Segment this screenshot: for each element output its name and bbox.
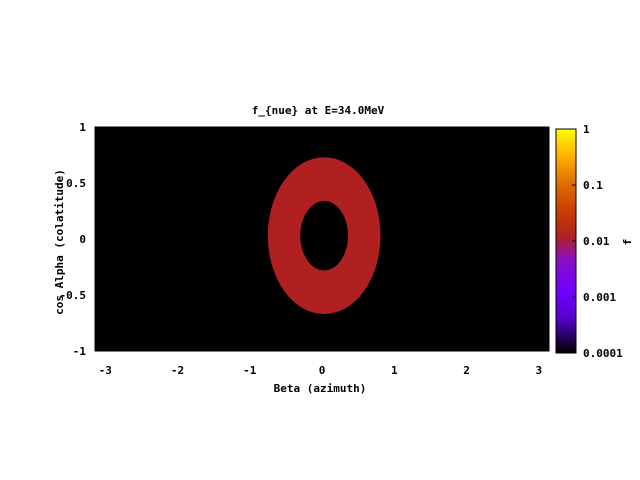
- y-tick-label: -1: [73, 345, 87, 358]
- chart-title: f_{nue} at E=34.0MeV: [252, 104, 385, 117]
- y-tick-label: 0: [79, 233, 86, 246]
- plot-area: [94, 126, 550, 352]
- y-axis-ticks: -1 -0.5 0 0.5 1: [60, 121, 549, 358]
- colorbar-tick-label: 0.1: [583, 179, 603, 192]
- x-axis-label: Beta (azimuth): [274, 382, 367, 395]
- x-tick-label: 1: [391, 364, 398, 377]
- y-tick-label: 0.5: [66, 177, 86, 190]
- colorbar-tick-label: 0.01: [583, 235, 610, 248]
- y-tick-label: -0.5: [60, 289, 87, 302]
- colorbar-tick-label: 1: [583, 123, 590, 136]
- colorbar-ticks: 1 0.1 0.01 0.001 0.0001: [572, 123, 623, 360]
- heatmap-features: [267, 157, 381, 315]
- y-axis-label: cos Alpha (colatitude): [53, 169, 66, 315]
- ring-feature-0: [267, 157, 381, 315]
- x-axis-ticks: -3 -2 -1 0 1 2 3: [99, 127, 542, 377]
- x-tick-label: 0: [319, 364, 326, 377]
- colorbar-tick-label: 0.0001: [583, 347, 623, 360]
- x-tick-label: -2: [171, 364, 184, 377]
- x-tick-label: -3: [99, 364, 112, 377]
- colorbar: 1 0.1 0.01 0.001 0.0001 f: [555, 123, 634, 360]
- colorbar-label: f: [621, 239, 634, 246]
- x-tick-label: 3: [535, 364, 542, 377]
- y-tick-label: 1: [79, 121, 86, 134]
- x-tick-label: 2: [463, 364, 470, 377]
- colorbar-tick-label: 0.001: [583, 291, 616, 304]
- x-tick-label: -1: [243, 364, 257, 377]
